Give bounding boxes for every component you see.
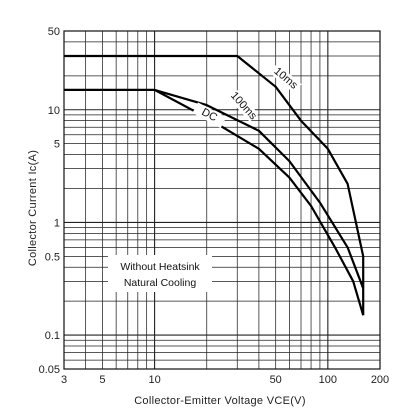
x-tick-label: 3 [61, 374, 67, 386]
y-tick-label: 0.1 [45, 330, 60, 342]
annotation-line-1: Without Heatsink [120, 261, 200, 273]
x-tick-label: 5 [99, 374, 105, 386]
curve-label-bg [192, 102, 227, 128]
x-tick-label: 50 [270, 374, 282, 386]
curve-10ms [64, 54, 365, 316]
x-tick-label: 100 [319, 374, 337, 386]
plot-frame [63, 30, 381, 370]
curve-100ms [64, 88, 365, 289]
tick-labels: 3 5 10 50 100 200 0.05 0.1 0.5 1 5 10 50 [39, 26, 390, 386]
y-tick-label: 50 [48, 26, 60, 38]
y-tick-label: 1 [54, 217, 60, 229]
y-tick-label: 0.05 [39, 364, 60, 376]
annotation-box: Without Heatsink Natural Cooling [108, 255, 212, 292]
chart-grid [64, 31, 380, 369]
x-axis-title: Collector-Emitter Voltage VCE(V) [134, 395, 306, 407]
y-axis-title: Collector Current Ic(A) [27, 150, 39, 266]
y-tick-label: 0.5 [45, 251, 60, 263]
x-tick-label: 10 [148, 374, 160, 386]
curve-label-bg [228, 90, 259, 122]
annotation-background [108, 255, 212, 292]
y-tick-label: 10 [48, 105, 60, 117]
x-tick-label: 200 [371, 374, 389, 386]
annotation-line-2: Natural Cooling [124, 277, 197, 289]
y-tick-label: 5 [54, 139, 60, 151]
curve-label-bg [269, 63, 302, 94]
